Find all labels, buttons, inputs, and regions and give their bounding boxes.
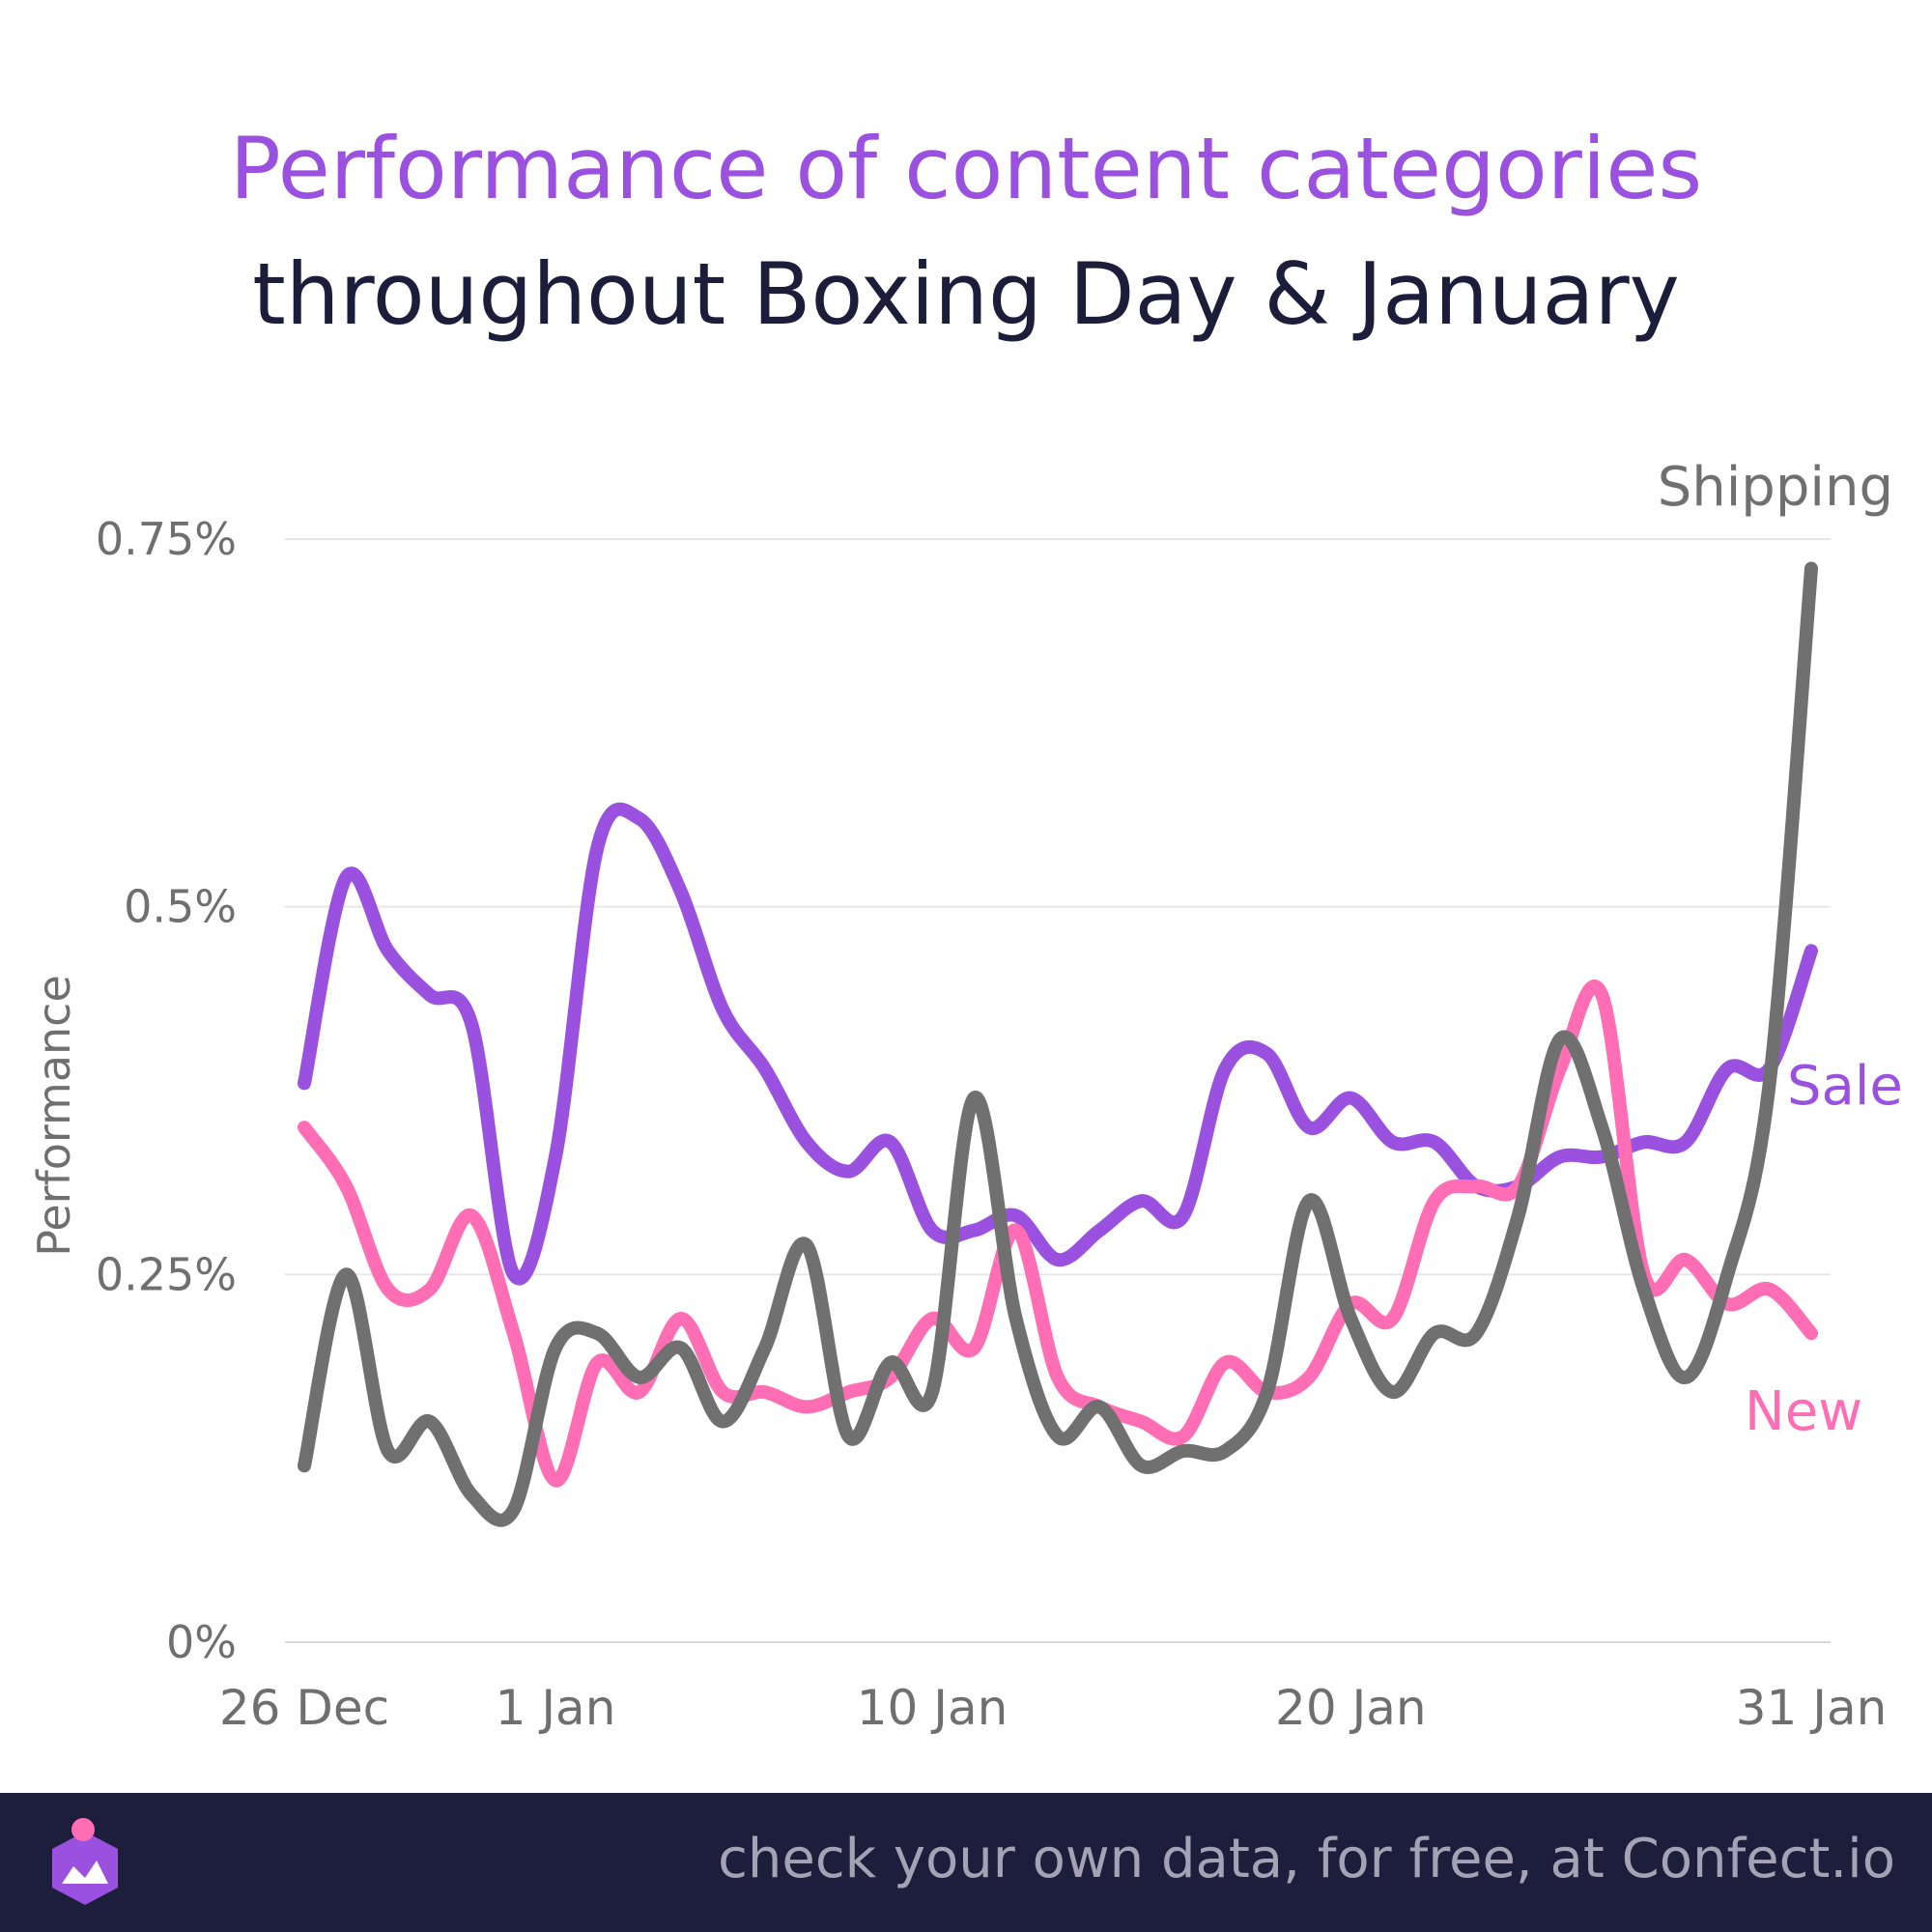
series-line-sale: [298, 802, 1818, 1286]
chart-title-line1: Performance of content categories: [229, 119, 1703, 218]
y-tick-label: 0.25%: [96, 1248, 237, 1300]
x-axis-ticks: 26 Dec 1 Jan 10 Jan 20 Jan 31 Jan: [219, 1680, 1887, 1736]
footer-text: check your own data, for free, at Confec…: [718, 1828, 1895, 1890]
y-axis-label: Performance: [28, 975, 80, 1257]
grid-lines: [285, 538, 1831, 1643]
series-labels: Sale New Shipping: [1658, 456, 1903, 1443]
y-axis-ticks: 0% 0.25% 0.5% 0.75%: [96, 513, 237, 1668]
x-tick-label: 10 Jan: [857, 1680, 1009, 1736]
chart-title: Performance of content categories throug…: [0, 106, 1932, 357]
series-label-new: New: [1745, 1380, 1862, 1443]
confect-logo-icon: [52, 1818, 118, 1905]
series-lines: [298, 561, 1818, 1527]
x-tick-label: 26 Dec: [219, 1680, 389, 1736]
y-tick-label: 0.5%: [124, 881, 237, 933]
footer-bar: check your own data, for free, at Confec…: [0, 1793, 1932, 1932]
x-tick-label: 1 Jan: [496, 1680, 616, 1736]
x-tick-label: 31 Jan: [1736, 1680, 1888, 1736]
chart-title-line2: throughout Boxing Day & January: [252, 244, 1680, 344]
series-line-new: [298, 980, 1818, 1488]
series-label-sale: Sale: [1787, 1055, 1903, 1118]
y-tick-label: 0.75%: [96, 513, 237, 565]
y-tick-label: 0%: [166, 1616, 237, 1668]
series-line-shipping: [298, 561, 1818, 1527]
x-tick-label: 20 Jan: [1275, 1680, 1427, 1736]
series-label-shipping: Shipping: [1658, 456, 1893, 519]
